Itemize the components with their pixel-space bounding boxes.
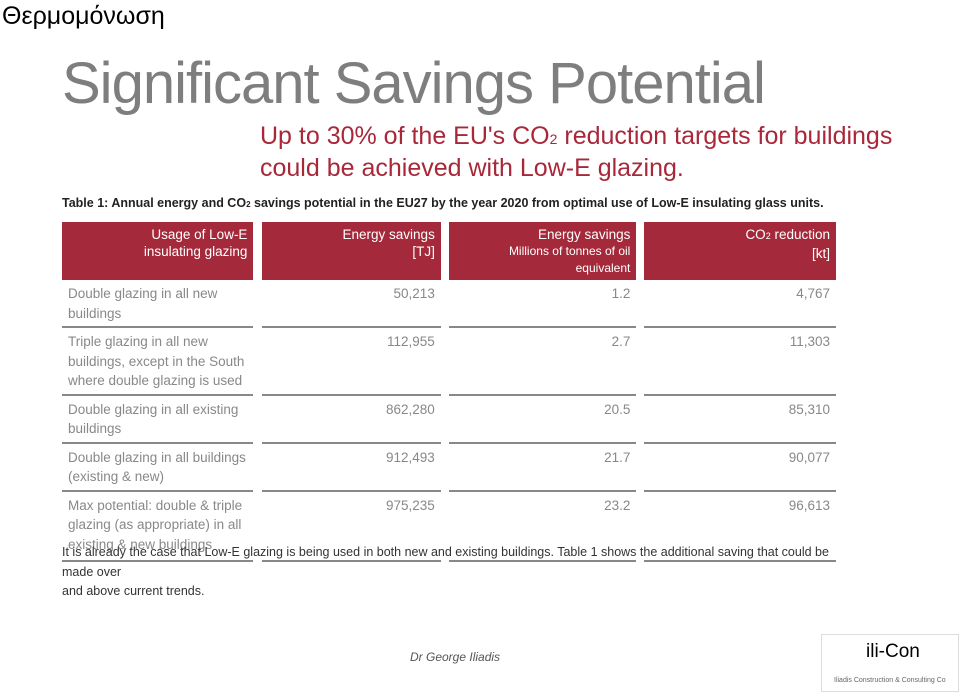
header-energy-tj: Energy savings [TJ] — [261, 222, 441, 280]
co2-cell: 96,613 — [644, 492, 836, 562]
header-usage-line-1: Usage of Low-E — [151, 227, 248, 242]
energy-tj-cell: 50,213 — [261, 280, 441, 328]
header-co2-subscript: 2 — [765, 231, 771, 241]
savings-table: Usage of Low-E insulating glazing Energy… — [62, 222, 836, 562]
table-row: Triple glazing in all new buildings, exce… — [62, 328, 836, 396]
table-row: Double glazing in all buildings (existing… — [62, 443, 836, 492]
header-co2-line-1: CO2 reduction — [650, 226, 830, 245]
energy-oil-cell: 2.7 — [448, 328, 637, 396]
usage-line: Double glazing in all existing — [68, 401, 239, 417]
usage-line: existing & new buildings — [68, 536, 213, 552]
table-row: Double glazing in all new buildings 50,213… — [62, 280, 836, 328]
header-co2-start: CO — [745, 227, 766, 242]
usage-cell: Double glazing in all new buildings — [62, 280, 254, 328]
usage-line: (existing & new) — [68, 469, 165, 484]
usage-line: buildings — [68, 305, 122, 321]
header-co2-line-2: [kt] — [811, 246, 830, 261]
table-row: Max potential: double & triple glazing (a… — [62, 491, 836, 562]
slide-title: Θερμομόνωση — [2, 2, 165, 30]
usage-cell: Double glazing in all existing buildings — [62, 396, 254, 444]
energy-oil-cell: 20.5 — [448, 396, 637, 444]
header-co2: CO2 reduction [kt] — [644, 222, 836, 280]
table-caption: Table 1: Annual energy and CO2 savings p… — [62, 196, 824, 210]
energy-oil-cell: 21.7 — [448, 444, 637, 492]
co2-subscript: 2 — [549, 131, 558, 147]
energy-tj-cell: 975,235 — [261, 492, 441, 562]
header-usage: Usage of Low-E insulating glazing — [62, 222, 254, 280]
subheading-line-2: could be achieved with Low-E glazing. — [260, 154, 684, 182]
table-row: Double glazing in all existing buildings 8… — [62, 395, 836, 444]
footnote-line-2: and above current trends. — [62, 584, 205, 598]
header-usage-line-2: insulating glazing — [143, 244, 248, 259]
subheading-line-1: Up to 30% of the EU's CO2 reduction targ… — [260, 122, 900, 154]
subheading: Up to 30% of the EU's CO2 reduction targ… — [260, 122, 900, 183]
header-energy-tj-line-1: Energy savings — [342, 227, 435, 242]
usage-line: Max potential: double & triple — [68, 497, 243, 513]
usage-line: where double glazing is used — [68, 373, 243, 388]
co2-cell: 4,767 — [644, 280, 836, 328]
header-energy-oil-line-2: Millions of tonnes of oil equivalent — [508, 244, 631, 275]
usage-line: glazing (as appropriate) in all — [68, 517, 242, 532]
company-logo: ili-Con Iliadis Construction & Consultin… — [821, 634, 959, 692]
author-name: Dr George Iliadis — [410, 650, 501, 664]
header-energy-tj-line-2: [TJ] — [412, 244, 435, 259]
table-body: Double glazing in all new buildings 50,213… — [62, 280, 836, 562]
co2-cell: 90,077 — [644, 444, 836, 492]
usage-cell: Max potential: double & triple glazing (a… — [62, 492, 254, 562]
co2-cell: 11,303 — [644, 328, 836, 396]
usage-line: Double glazing in all new — [68, 286, 218, 301]
subheading-line-1-end: reduction targets for buildings — [557, 122, 893, 150]
energy-tj-cell: 912,493 — [261, 444, 441, 492]
table-header-row: Usage of Low-E insulating glazing Energy… — [62, 222, 836, 280]
usage-line: Double glazing in all buildings — [68, 449, 246, 465]
table-caption-start: Table 1: Annual energy and CO — [62, 196, 247, 210]
energy-tj-cell: 112,955 — [261, 328, 441, 396]
table-caption-end: savings potential in the EU27 by the yea… — [250, 196, 824, 210]
subheading-line-1-start: Up to 30% of the EU's CO — [260, 122, 550, 150]
usage-line: buildings — [68, 421, 122, 436]
table-caption-subscript: 2 — [246, 200, 251, 209]
header-energy-oil: Energy savings Millions of tonnes of oil… — [448, 222, 637, 280]
usage-line: buildings, except in the South — [68, 353, 245, 369]
header-energy-oil-line-1: Energy savings — [538, 227, 631, 242]
logo-tagline: Iliadis Construction & Consulting Co — [834, 677, 946, 684]
usage-line: Triple glazing in all new — [68, 334, 208, 349]
energy-oil-cell: 1.2 — [448, 280, 637, 328]
main-heading: Significant Savings Potential — [62, 51, 766, 116]
header-co2-end: reduction — [770, 227, 830, 242]
co2-cell: 85,310 — [644, 396, 836, 444]
usage-cell: Triple glazing in all new buildings, exce… — [62, 328, 254, 396]
logo-text: ili-Con — [866, 641, 920, 662]
footnote-line-1: It is already the case that Low-E glazin… — [62, 545, 829, 579]
usage-cell: Double glazing in all buildings (existing… — [62, 444, 254, 492]
energy-tj-cell: 862,280 — [261, 396, 441, 444]
footnote: It is already the case that Low-E glazin… — [62, 543, 852, 602]
energy-oil-cell: 23.2 — [448, 492, 637, 562]
